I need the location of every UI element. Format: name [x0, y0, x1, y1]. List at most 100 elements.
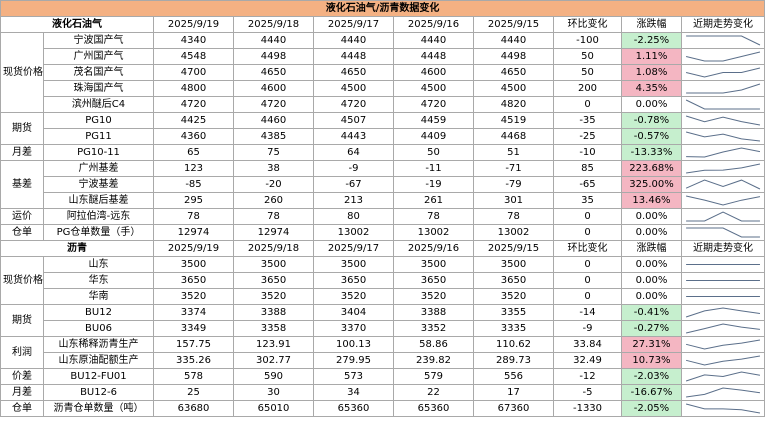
column-header: 2025/9/17 — [313, 16, 394, 33]
cell-value: -79 — [473, 176, 554, 193]
table-row: BU06 3349 3358 3370 3352 3335 -9 -0.27% — [1, 320, 765, 337]
cell-value: 3388 — [393, 304, 474, 321]
table-row: 仓单 PG仓单数量（手） 12974 12974 13002 13002 13002 0 0.0… — [0, 224, 765, 241]
cell-pct-change: 10.73% — [621, 352, 682, 369]
row-item-name: 华东 — [43, 272, 154, 289]
column-header: 环比变化 — [553, 16, 622, 33]
cell-change: -65 — [553, 176, 622, 193]
cell-value: 4385 — [233, 128, 314, 145]
cell-value: 4440 — [393, 32, 474, 49]
cell-change: 32.49 — [553, 352, 622, 369]
cell-value: 78 — [233, 208, 314, 225]
cell-pct-change: 0.00% — [621, 208, 682, 225]
group-label: 现货价格 — [0, 32, 44, 113]
cell-value: -19 — [393, 176, 474, 193]
table-row: 仓单 沥青仓单数量（吨） 63680 65010 65360 65360 67360 -133… — [0, 400, 765, 417]
cell-value: -20 — [233, 176, 314, 193]
cell-pct-change: -0.78% — [621, 112, 682, 129]
cell-pct-change: 0.00% — [621, 224, 682, 241]
trend-sparkline — [680, 80, 765, 97]
cell-value: -67 — [313, 176, 394, 193]
row-item-name: BU12-6 — [43, 384, 154, 401]
row-item-name: 沥青仓单数量（吨） — [43, 400, 154, 417]
cell-pct-change: 0.00% — [621, 272, 682, 289]
group-label: 期货 — [0, 304, 44, 337]
cell-change: -5 — [553, 384, 622, 401]
cell-change: 50 — [553, 64, 622, 81]
cell-change: 85 — [553, 160, 622, 177]
cell-change: -9 — [553, 320, 622, 337]
cell-pct-change: 325.00% — [621, 176, 682, 193]
cell-pct-change: 1.08% — [621, 64, 682, 81]
section-name: 液化石油气 — [0, 16, 154, 33]
cell-value: 4498 — [233, 48, 314, 65]
table-row: 珠海国产气 4800 4600 4500 4500 4500 200 4.35% — [1, 80, 765, 97]
cell-value: 4720 — [393, 96, 474, 113]
cell-change: 0 — [553, 96, 622, 113]
cell-change: 50 — [553, 48, 622, 65]
cell-value: 13002 — [393, 224, 474, 241]
cell-pct-change: 27.31% — [621, 336, 682, 353]
cell-value: 3355 — [473, 304, 554, 321]
cell-value: 4500 — [473, 80, 554, 97]
cell-value: 12974 — [233, 224, 314, 241]
cell-value: 4600 — [393, 64, 474, 81]
cell-value: 78 — [153, 208, 234, 225]
cell-value: 4519 — [473, 112, 554, 129]
cell-change: -14 — [553, 304, 622, 321]
cell-value: -85 — [153, 176, 234, 193]
cell-pct-change: -2.03% — [621, 368, 682, 385]
cell-value: 4500 — [393, 80, 474, 97]
row-item-name: 宁波基差 — [43, 176, 154, 193]
row-item-name: 宁波国产气 — [43, 32, 154, 49]
cell-value: 3520 — [393, 288, 474, 305]
cell-value: 213 — [313, 192, 394, 209]
cell-change: -10 — [553, 144, 622, 161]
cell-value: 34 — [313, 384, 394, 401]
row-item-name: 滨州醚后C4 — [43, 96, 154, 113]
cell-value: 3358 — [233, 320, 314, 337]
trend-sparkline — [680, 112, 765, 129]
cell-value: 260 — [233, 192, 314, 209]
cell-value: 3500 — [393, 256, 474, 273]
trend-sparkline — [680, 48, 765, 65]
table-row: 山东醚后基差 295 260 213 261 301 35 13.46% — [1, 192, 765, 209]
trend-sparkline — [680, 272, 765, 289]
cell-change: -1330 — [553, 400, 622, 417]
table-row: 价差 BU12-FU01 578 590 573 579 556 -12 -2.03% — [0, 368, 765, 385]
cell-value: 3650 — [313, 272, 394, 289]
cell-value: 3500 — [473, 256, 554, 273]
cell-value: 80 — [313, 208, 394, 225]
row-item-name: BU12-FU01 — [43, 368, 154, 385]
cell-value: 4425 — [153, 112, 234, 129]
cell-value: 4500 — [313, 80, 394, 97]
row-item-name: 茂名国产气 — [43, 64, 154, 81]
trend-sparkline — [680, 336, 765, 353]
cell-pct-change: -2.05% — [621, 400, 682, 417]
cell-pct-change: -16.67% — [621, 384, 682, 401]
cell-value: 4600 — [233, 80, 314, 97]
cell-value: 75 — [233, 144, 314, 161]
cell-value: 3404 — [313, 304, 394, 321]
trend-sparkline — [680, 400, 765, 417]
trend-sparkline — [680, 160, 765, 177]
cell-value: 63680 — [153, 400, 234, 417]
table-row: 宁波基差 -85 -20 -67 -19 -79 -65 325.00% — [1, 176, 765, 193]
cell-value: -9 — [313, 160, 394, 177]
cell-value: 4360 — [153, 128, 234, 145]
cell-change: 200 — [553, 80, 622, 97]
table-row: 利润 山东稀释沥青生产 157.75 123.91 100.13 58.86 110.62 3… — [0, 336, 765, 369]
cell-value: 3335 — [473, 320, 554, 337]
cell-change: 35 — [553, 192, 622, 209]
group-label: 价差 — [0, 368, 44, 385]
cell-pct-change: 0.00% — [621, 288, 682, 305]
column-header: 2025/9/18 — [233, 16, 314, 33]
column-header: 2025/9/19 — [153, 240, 234, 257]
row-item-name: 山东醚后基差 — [43, 192, 154, 209]
column-header: 2025/9/18 — [233, 240, 314, 257]
cell-value: 4460 — [233, 112, 314, 129]
cell-value: 3520 — [153, 288, 234, 305]
column-header: 涨跌幅 — [621, 16, 682, 33]
cell-value: 556 — [473, 368, 554, 385]
